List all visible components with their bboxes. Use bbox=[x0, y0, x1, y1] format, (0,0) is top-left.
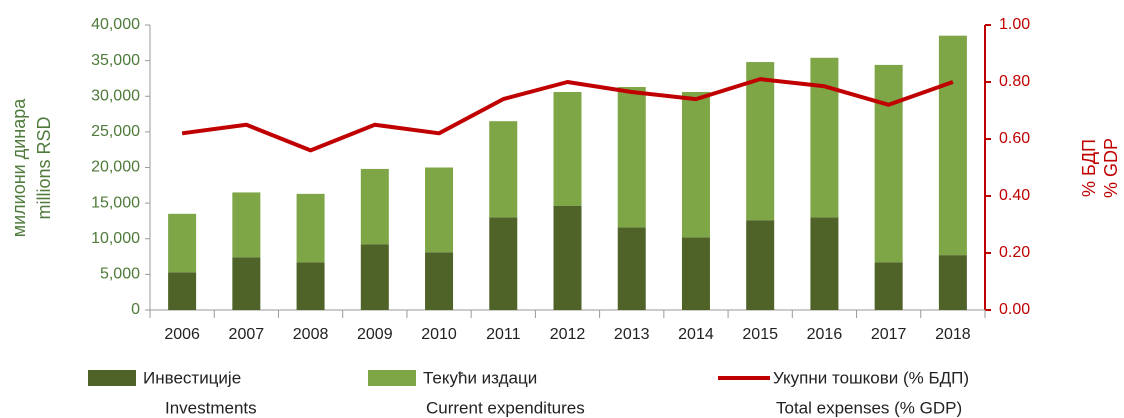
bar bbox=[938, 35, 967, 256]
legend-swatch bbox=[88, 370, 136, 386]
bar bbox=[425, 167, 454, 253]
x-tick-label: 2012 bbox=[550, 326, 586, 343]
bar bbox=[938, 255, 967, 310]
y-tick-label: 35,000 bbox=[91, 52, 140, 69]
x-tick-label: 2006 bbox=[164, 326, 200, 343]
x-tick-label: 2011 bbox=[486, 326, 521, 343]
axis-title: % БДП bbox=[1079, 139, 1099, 197]
legend-label: Текући издаци bbox=[423, 368, 537, 387]
x-tick-label: 2014 bbox=[678, 326, 714, 343]
bar bbox=[296, 193, 325, 263]
bar bbox=[232, 192, 261, 258]
y-tick-label: 10,000 bbox=[91, 230, 140, 247]
legend-label: Investments bbox=[165, 398, 257, 417]
bar bbox=[553, 205, 582, 310]
bar bbox=[489, 217, 518, 310]
y2-tick-label: 0.60 bbox=[999, 130, 1030, 147]
bar bbox=[746, 220, 775, 310]
bar bbox=[360, 244, 389, 310]
y2-tick-label: 0.40 bbox=[999, 187, 1030, 204]
line bbox=[181, 77, 954, 153]
bar bbox=[168, 272, 197, 310]
y-tick-label: 30,000 bbox=[91, 87, 140, 104]
bar bbox=[617, 227, 646, 310]
axis-title: % GDP bbox=[1101, 138, 1121, 198]
x-tick-label: 2017 bbox=[871, 326, 907, 343]
legend-label: Total expenses (% GDP) bbox=[776, 398, 962, 417]
bar bbox=[810, 57, 839, 218]
x-tick-label: 2015 bbox=[742, 326, 778, 343]
bar bbox=[746, 62, 775, 221]
bar bbox=[617, 86, 646, 228]
y-tick-label: 25,000 bbox=[91, 123, 140, 140]
legend-label: Укупни тошкови (% БДП) bbox=[773, 368, 969, 387]
x-tick-label: 2013 bbox=[614, 326, 650, 343]
y2-tick-label: 0.20 bbox=[999, 244, 1030, 261]
bar bbox=[425, 252, 454, 310]
x-tick-label: 2007 bbox=[229, 326, 265, 343]
y2-tick-label: 0.00 bbox=[999, 301, 1030, 318]
y-tick-label: 20,000 bbox=[91, 159, 140, 176]
legend-swatch bbox=[368, 370, 416, 386]
bar bbox=[681, 91, 710, 238]
x-tick-label: 2018 bbox=[935, 326, 971, 343]
bar bbox=[874, 262, 903, 310]
y-tick-label: 5,000 bbox=[100, 266, 140, 283]
bar bbox=[553, 91, 582, 206]
y-tick-label: 15,000 bbox=[91, 194, 140, 211]
y-tick-label: 40,000 bbox=[91, 16, 140, 33]
legend-label: Инвестиције bbox=[143, 368, 241, 387]
bar bbox=[810, 217, 839, 310]
bar bbox=[681, 237, 710, 310]
axis-title: милиони динара bbox=[9, 98, 29, 238]
bar bbox=[874, 64, 903, 263]
bar bbox=[360, 168, 389, 245]
y-tick-label: 0 bbox=[131, 301, 140, 318]
legend-label: Current expenditures bbox=[426, 398, 585, 417]
x-tick-label: 2016 bbox=[807, 326, 843, 343]
x-tick-label: 2010 bbox=[421, 326, 457, 343]
y2-tick-label: 0.80 bbox=[999, 73, 1030, 90]
x-tick-label: 2009 bbox=[357, 326, 393, 343]
y2-tick-label: 1.00 bbox=[999, 16, 1030, 33]
bar bbox=[232, 257, 261, 310]
x-tick-label: 2008 bbox=[293, 326, 329, 343]
bar bbox=[296, 262, 325, 310]
bar bbox=[168, 213, 197, 273]
axis-title: millions RSD bbox=[34, 116, 54, 219]
bar bbox=[489, 121, 518, 218]
